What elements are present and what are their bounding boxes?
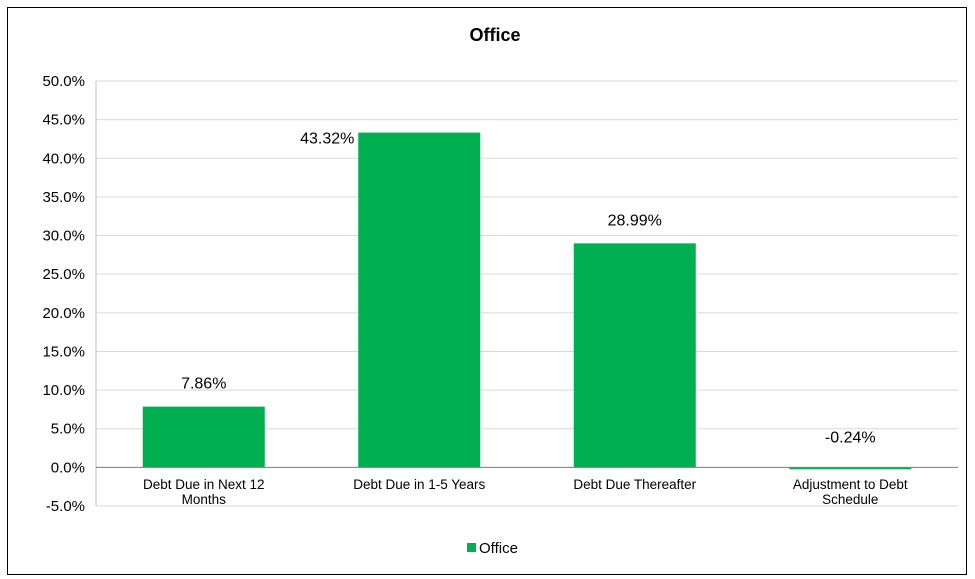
x-category-label: Adjustment to Debt [793, 477, 908, 492]
bar [142, 406, 265, 468]
chart-title: Office [469, 25, 520, 45]
x-category-label: Debt Due in Next 12 [143, 477, 265, 492]
x-category-label: Debt Due Thereafter [573, 477, 696, 492]
data-labels: 7.86% 43.32% 28.99% -0.24% [181, 131, 876, 447]
y-tick-label: 50.0% [42, 73, 85, 90]
bar-chart: Office -5.0% 0.0% 5.0% 10.0% 15.0% 20.0% 25.0%… [42, 25, 958, 557]
y-tick-label: 35.0% [42, 189, 85, 206]
x-category-label: Months [182, 492, 227, 507]
x-category-label: Schedule [822, 492, 878, 507]
y-tick-label: 40.0% [42, 150, 85, 167]
y-tick-label: -5.0% [46, 498, 85, 515]
bar [789, 467, 912, 470]
y-tick-label: 5.0% [51, 421, 85, 438]
legend-label-office: Office [479, 540, 518, 557]
y-tick-label: 0.0% [51, 459, 85, 476]
y-tick-label: 20.0% [42, 305, 85, 322]
data-label: 7.86% [181, 376, 226, 393]
x-category-label: Debt Due in 1-5 Years [353, 477, 485, 492]
bar [573, 243, 696, 468]
data-label: 43.32% [300, 131, 354, 148]
y-tick-label: 25.0% [42, 266, 85, 283]
y-axis-tick-labels: -5.0% 0.0% 5.0% 10.0% 15.0% 20.0% 25.0% 30.0% 35… [42, 73, 85, 515]
y-tick-label: 10.0% [42, 382, 85, 399]
data-label: 28.99% [608, 212, 662, 229]
y-tick-label: 30.0% [42, 228, 85, 245]
legend: Office [467, 540, 518, 557]
bars [142, 132, 912, 470]
chart-frame: Office -5.0% 0.0% 5.0% 10.0% 15.0% 20.0% 25.0%… [7, 7, 967, 575]
bar [358, 132, 481, 468]
legend-swatch [467, 543, 476, 552]
y-tick-label: 45.0% [42, 112, 85, 129]
y-tick-label: 15.0% [42, 343, 85, 360]
data-label: -0.24% [825, 429, 876, 446]
